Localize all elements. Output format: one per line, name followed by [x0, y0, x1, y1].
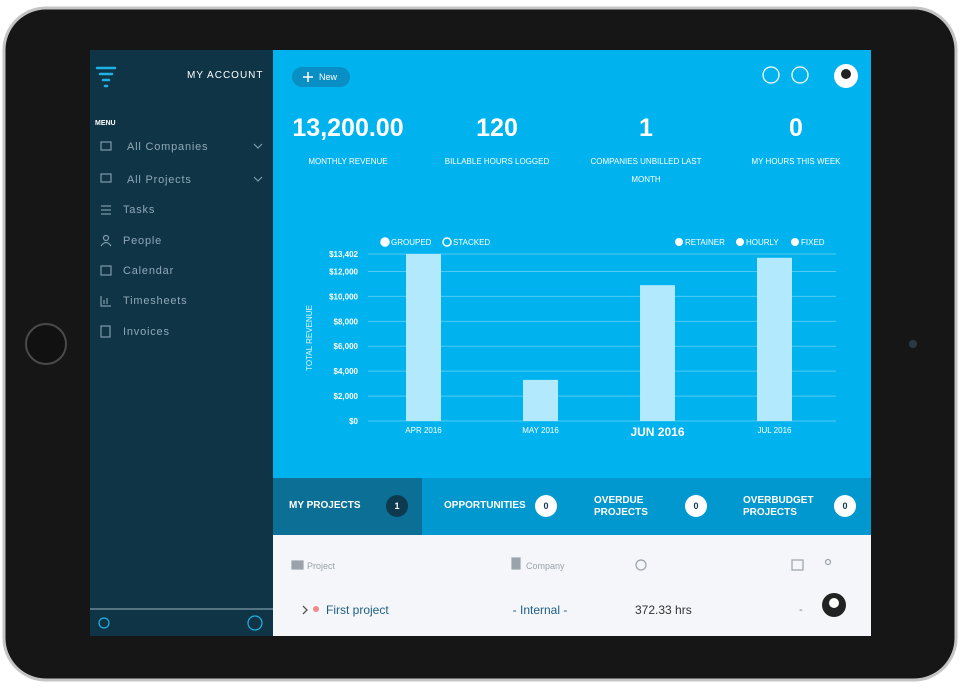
stat-value: 13,200.00 [292, 114, 404, 142]
new-button[interactable] [292, 67, 350, 87]
home-button[interactable] [25, 323, 67, 365]
stat-label: BILLABLE HOURS LOGGED [444, 157, 550, 166]
nav-item[interactable]: All Companies [127, 141, 209, 153]
company-name: - Internal - [512, 603, 568, 617]
toggle-dot[interactable] [442, 237, 452, 247]
toolbar-icons [762, 66, 809, 84]
menu-title: MENU [95, 120, 116, 127]
bar [406, 254, 441, 421]
bar [757, 257, 792, 421]
avatar-head [841, 69, 851, 79]
y-tick-label: $0 [349, 417, 358, 426]
project-table [273, 535, 871, 636]
toggle-label[interactable]: STACKED [453, 238, 490, 247]
x-tick-label: APR 2016 [405, 426, 442, 435]
tab-label[interactable]: MY PROJECTS [289, 500, 361, 511]
y-tick-label: $10,000 [329, 292, 358, 301]
tab-label[interactable]: OVERDUE PROJECTS [594, 495, 648, 518]
tab-count: 0 [685, 495, 707, 517]
account-title[interactable]: MY ACCOUNT [187, 70, 264, 81]
y-tick-label: $13,402 [329, 250, 358, 259]
status-dot [313, 606, 319, 612]
y-tick-label: $6,000 [334, 342, 359, 351]
search-button[interactable] [762, 66, 780, 84]
favorites-button[interactable] [791, 66, 809, 84]
expand-row[interactable] [302, 605, 308, 615]
y-tick-label: $4,000 [334, 367, 359, 376]
legend-dot[interactable] [791, 238, 799, 246]
toggle-label[interactable]: GROUPED [391, 238, 432, 247]
tab-count: 0 [834, 495, 856, 517]
project-name[interactable]: First project [326, 603, 389, 617]
tab-count: 0 [535, 495, 557, 517]
hours: 372.33 hrs [635, 603, 692, 617]
stat-label: MONTHLY REVENUE [308, 157, 388, 166]
tab-label[interactable]: OPPORTUNITIES [444, 500, 526, 511]
row-avatar-head [829, 598, 839, 608]
stat-value: 1 [639, 114, 653, 142]
y-tick-label: $12,000 [329, 267, 358, 276]
revenue-chart: $0 $2,000 $4,000 $6,000 $8,000 $10,000 $12,000… [305, 237, 836, 439]
nav-item[interactable]: People [123, 235, 163, 247]
nav-item[interactable]: All Projects [127, 174, 192, 186]
plus-icon [303, 72, 313, 82]
sidebar [90, 50, 273, 636]
bar [640, 285, 675, 421]
due-date: - [799, 604, 803, 616]
nav-item[interactable]: Invoices [123, 326, 170, 338]
bar [523, 379, 558, 421]
nav-item[interactable]: Timesheets [123, 295, 188, 307]
y-tick-label: $8,000 [334, 317, 359, 326]
nav-item[interactable]: Calendar [123, 265, 175, 277]
column-header[interactable]: Project [307, 561, 336, 571]
legend-label[interactable]: RETAINER [685, 238, 725, 247]
x-tick-label: JUL 2016 [758, 426, 793, 435]
legend-dot[interactable] [675, 238, 683, 246]
stat-value: 120 [476, 114, 518, 142]
table-icons [291, 557, 832, 571]
y-tick-label: $2,000 [334, 392, 359, 401]
legend-dot[interactable] [736, 238, 744, 246]
toggle-dot[interactable] [380, 237, 390, 247]
x-tick-label: MAY 2016 [522, 426, 559, 435]
nav-item[interactable]: Tasks [123, 204, 156, 216]
x-tick-label: JUN 2016 [630, 425, 684, 439]
tab-count: 1 [386, 495, 408, 517]
legend-label[interactable]: FIXED [801, 238, 825, 247]
y-axis-label: TOTAL REVENUE [305, 305, 314, 371]
camera [909, 340, 917, 348]
stat-label: MY HOURS THIS WEEK [751, 157, 841, 166]
column-header[interactable]: Company [526, 561, 565, 571]
tab-label[interactable]: OVERBUDGET PROJECTS [743, 495, 814, 518]
legend-label[interactable]: HOURLY [746, 238, 779, 247]
logo [95, 66, 117, 88]
stat-label: COMPANIES UNBILLED LAST MONTH [590, 157, 702, 184]
nav-icons [90, 141, 273, 631]
new-button-label[interactable]: New [319, 72, 338, 82]
stat-value: 0 [789, 114, 803, 142]
